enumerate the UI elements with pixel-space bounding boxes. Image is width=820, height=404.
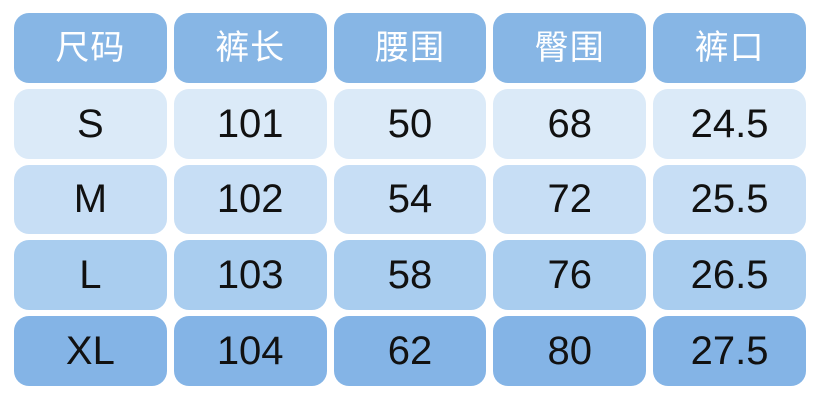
cell-s-opening: 24.5 (653, 88, 806, 159)
header-cell-hip: 臀围 (493, 13, 647, 83)
cell-xl-waist: 62 (333, 316, 487, 386)
cell-m-waist: 54 (333, 164, 487, 235)
cell-m-hip: 72 (493, 164, 647, 235)
cell-s-hip: 68 (493, 88, 647, 159)
cell-m-length: 102 (173, 164, 327, 235)
cell-m-size: M (14, 164, 167, 235)
header-cell-opening: 裤口 (653, 13, 806, 83)
size-chart-table: 尺码 裤长 腰围 臀围 裤口 S 101 50 68 24.5 M 102 54… (14, 13, 806, 386)
cell-l-opening: 26.5 (653, 240, 806, 311)
cell-l-hip: 76 (493, 240, 647, 311)
cell-xl-size: XL (14, 316, 167, 386)
header-cell-waist: 腰围 (333, 13, 487, 83)
cell-s-size: S (14, 88, 167, 159)
cell-l-size: L (14, 240, 167, 311)
cell-xl-opening: 27.5 (653, 316, 806, 386)
header-cell-length: 裤长 (173, 13, 327, 83)
cell-xl-hip: 80 (493, 316, 647, 386)
cell-s-length: 101 (173, 88, 327, 159)
cell-xl-length: 104 (173, 316, 327, 386)
cell-l-waist: 58 (333, 240, 487, 311)
cell-s-waist: 50 (333, 88, 487, 159)
header-cell-size: 尺码 (14, 13, 167, 83)
cell-m-opening: 25.5 (653, 164, 806, 235)
cell-l-length: 103 (173, 240, 327, 311)
